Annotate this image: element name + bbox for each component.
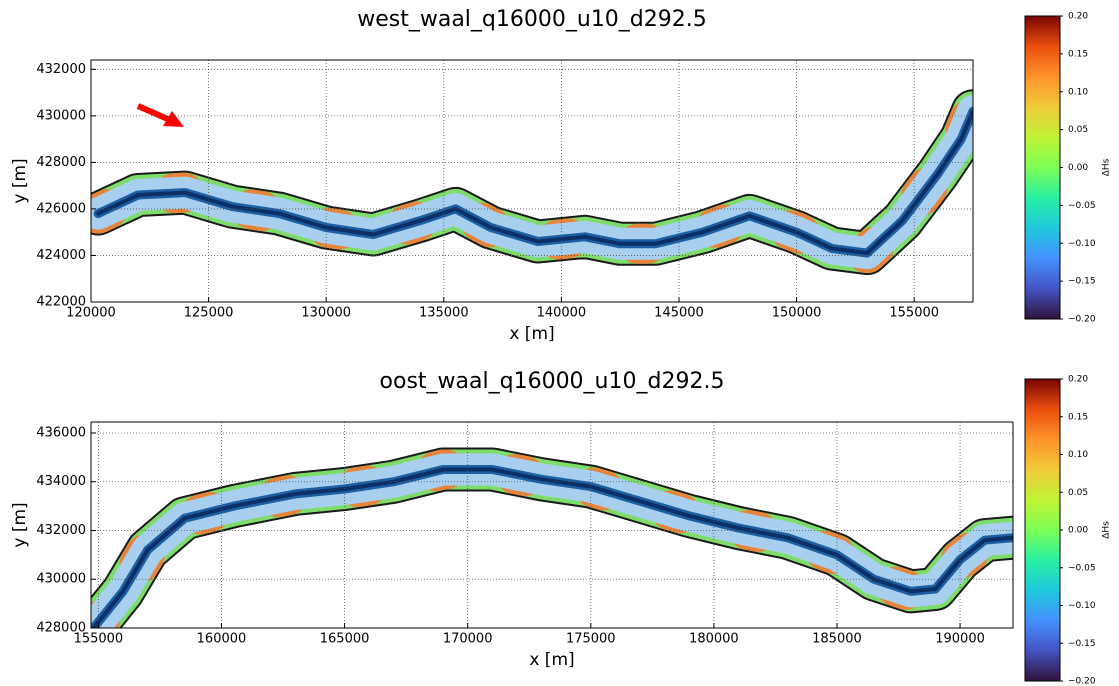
river [94, 470, 1012, 629]
colorbar-tick-label: −0.20 [1068, 315, 1096, 325]
x-tick-label: 160000 [197, 632, 247, 647]
x-tick-label: 150000 [772, 306, 822, 321]
colorbar-tick-label: −0.15 [1068, 639, 1096, 649]
colorbar-tick-label: 0.20 [1068, 12, 1088, 22]
x-tick-label: 125000 [184, 306, 234, 321]
y-tick-label: 428000 [36, 155, 86, 170]
x-tick-label: 140000 [537, 306, 587, 321]
chart-title: oost_waal_q16000_u10_d292.5 [380, 369, 725, 394]
colorbar-tick-label: −0.10 [1068, 239, 1096, 249]
y-tick-label: 434000 [36, 474, 86, 489]
y-tick-label: 422000 [36, 295, 86, 310]
colorbar-tick-label: −0.10 [1068, 601, 1096, 611]
chart-title: west_waal_q16000_u10_d292.5 [357, 7, 707, 32]
colorbar-label: ΔHs [1102, 158, 1112, 176]
y-tick-label: 432000 [36, 62, 86, 77]
y-tick-label: 436000 [36, 425, 86, 440]
annotation-arrow [138, 106, 184, 127]
y-axis-label: y [m] [10, 502, 30, 547]
colorbar-tick-label: 0.00 [1068, 163, 1088, 173]
x-tick-label: 180000 [689, 632, 739, 647]
x-tick-label: 175000 [566, 632, 616, 647]
x-axis-label: x [m] [529, 650, 574, 670]
y-axis-label: y [m] [10, 158, 30, 203]
x-tick-label: 185000 [812, 632, 862, 647]
x-tick-label: 145000 [654, 306, 704, 321]
y-tick-label: 432000 [36, 523, 86, 538]
colorbar-label: ΔHs [1102, 521, 1112, 539]
colorbar-tick-label: 0.15 [1068, 412, 1088, 422]
colorbar [1025, 379, 1060, 681]
colorbar-tick-label: 0.20 [1068, 375, 1088, 385]
colorbar-tick-label: −0.20 [1068, 677, 1096, 686]
colorbar-tick-label: 0.15 [1068, 49, 1088, 59]
floodplain [94, 470, 1012, 629]
y-tick-label: 430000 [36, 108, 86, 123]
colorbar-tick-label: −0.05 [1068, 201, 1096, 211]
x-tick-label: 155000 [889, 306, 939, 321]
colorbar-tick-label: 0.05 [1068, 488, 1088, 498]
figure: west_waal_q16000_u10_d292.51200001250001… [0, 0, 1119, 686]
x-axis-label: x [m] [509, 324, 554, 344]
y-tick-label: 430000 [36, 572, 86, 587]
colorbar-tick-label: −0.15 [1068, 277, 1096, 287]
colorbar-tick-label: 0.10 [1068, 450, 1088, 460]
x-tick-label: 165000 [320, 632, 370, 647]
y-tick-label: 426000 [36, 201, 86, 216]
colorbar-tick-label: −0.05 [1068, 563, 1096, 573]
y-tick-label: 428000 [36, 621, 86, 636]
colorbar-tick-label: 0.10 [1068, 87, 1088, 97]
y-tick-label: 424000 [36, 248, 86, 263]
colorbar [1025, 16, 1060, 319]
x-tick-label: 130000 [301, 306, 351, 321]
x-tick-label: 170000 [443, 632, 493, 647]
colorbar-tick-label: 0.00 [1068, 526, 1088, 536]
colorbar-tick-label: 0.05 [1068, 125, 1088, 135]
river [98, 111, 973, 253]
x-tick-label: 190000 [935, 632, 985, 647]
x-tick-label: 135000 [419, 306, 469, 321]
